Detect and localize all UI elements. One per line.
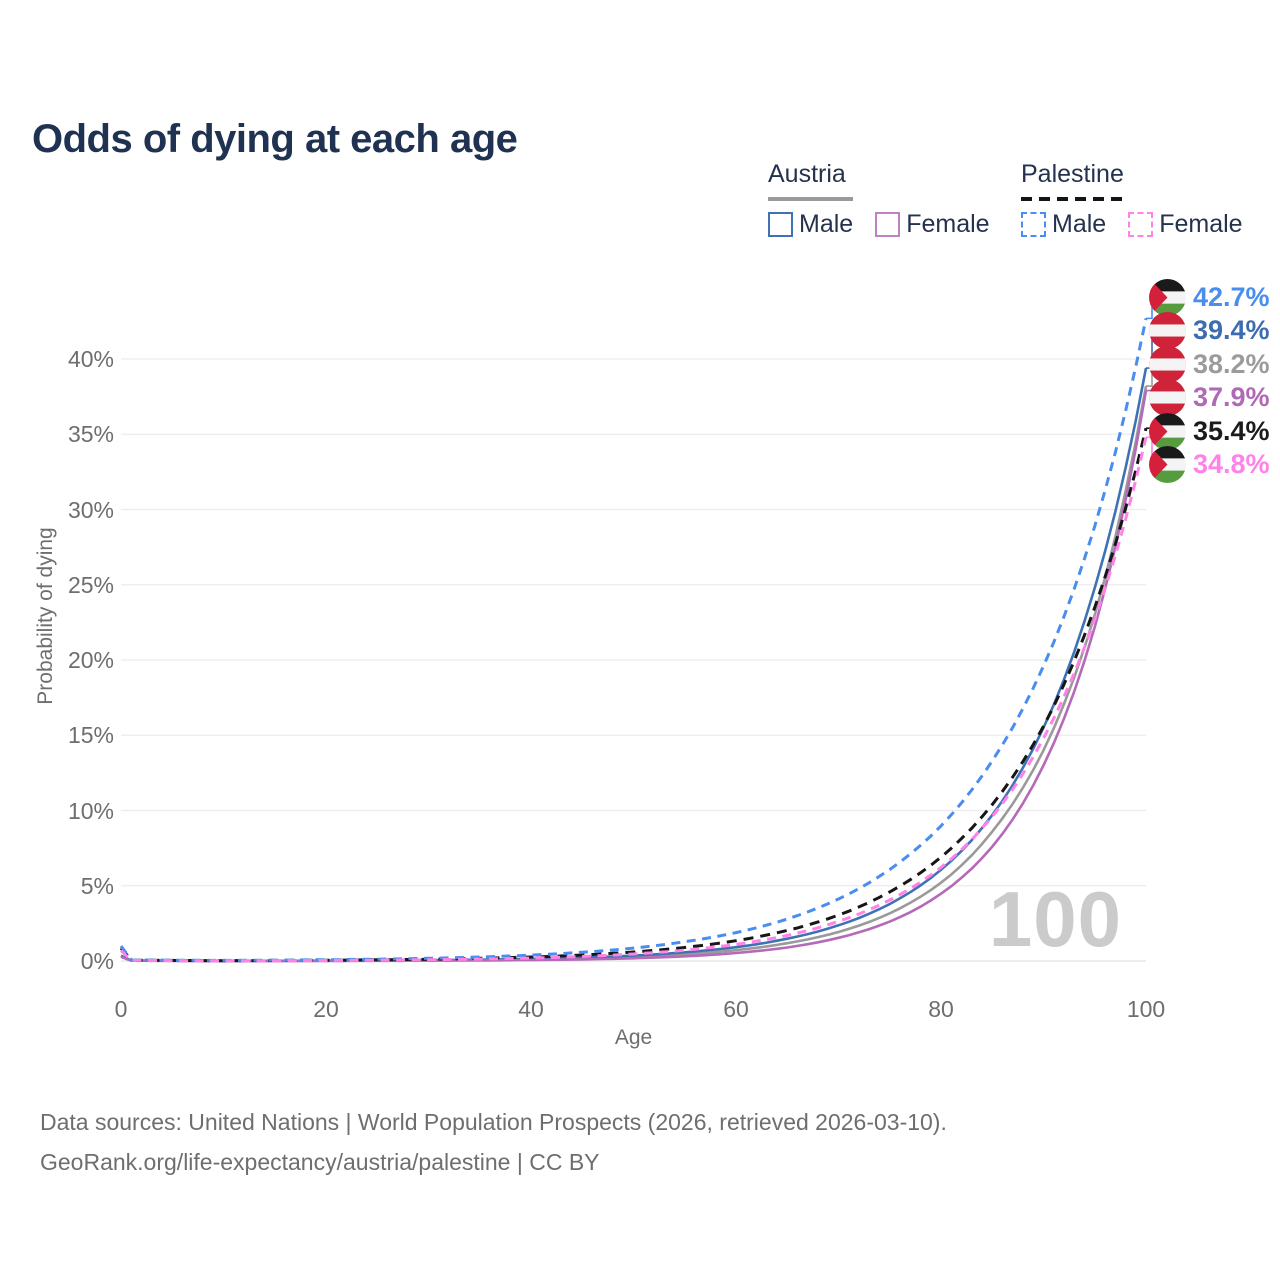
series-line-palestine_male[interactable] [119, 318, 1148, 962]
end-label-palestine_male: 42.7% [1149, 278, 1270, 316]
legend-item-palestine-male[interactable]: Male [1021, 210, 1106, 239]
y-tick-label: 35% [67, 421, 114, 448]
palestine-male-swatch-icon [1021, 212, 1046, 237]
end-label-austria_female: 37.9% [1149, 379, 1270, 416]
end-label-palestine_female: 34.8% [1149, 446, 1270, 483]
legend-item-austria-female[interactable]: Female [875, 210, 990, 239]
palestine-flag-icon [1149, 278, 1186, 316]
austria-flag-icon [1149, 312, 1186, 349]
legend-label: Male [799, 210, 854, 238]
austria-male-swatch-icon [768, 212, 793, 237]
y-tick-label: 0% [80, 948, 114, 974]
hovered-age-watermark: 100 [988, 875, 1122, 963]
legend-label: Female [1159, 210, 1243, 238]
legend-country-austria[interactable]: Austria [768, 160, 846, 188]
end-label-value: 38.2% [1193, 348, 1270, 379]
austria-flag-icon [1149, 345, 1186, 383]
y-tick-label: 40% [67, 346, 114, 372]
x-tick-label: 40 [518, 996, 544, 1022]
legend-label: Male [1052, 210, 1107, 238]
legend-item-austria-male[interactable]: Male [768, 210, 853, 239]
series-line-palestine_female[interactable] [119, 436, 1148, 963]
y-tick-label: 15% [67, 722, 114, 749]
legend-country-palestine[interactable]: Palestine [1021, 160, 1124, 188]
austria-female-swatch-icon [875, 212, 901, 237]
end-label-value: 35.4% [1193, 415, 1270, 446]
footer-data-sources: Data sources: United Nations | World Pop… [40, 1109, 947, 1135]
x-axis-title: Age [614, 1026, 653, 1049]
end-label-value: 39.4% [1193, 315, 1270, 345]
end-label-value: 42.7% [1193, 281, 1270, 312]
series-line-austria_male[interactable] [120, 367, 1148, 963]
x-tick-label: 100 [1126, 996, 1166, 1022]
legend-rule-palestine-dashed [1021, 197, 1127, 201]
y-tick-label: 25% [67, 571, 114, 598]
end-label-austria_male: 39.4% [1149, 312, 1270, 349]
legend-label: Female [906, 210, 990, 238]
x-tick-label: 60 [723, 996, 749, 1022]
y-tick-label: 5% [80, 872, 114, 899]
y-axis-title: Probability of dying [34, 527, 57, 705]
x-tick-label: 20 [313, 996, 339, 1022]
legend-rule-austria-solid [768, 197, 853, 201]
legend-group-austria: Austria Male Female [768, 160, 990, 239]
end-label-value: 37.9% [1193, 382, 1270, 412]
x-tick-label: 0 [114, 996, 128, 1022]
end-label-austria_both: 38.2% [1149, 345, 1270, 383]
legend-item-palestine-female[interactable]: Female [1128, 210, 1243, 239]
footer-attribution: GeoRank.org/life-expectancy/austria/pale… [40, 1149, 600, 1175]
palestine-flag-icon [1149, 446, 1186, 483]
palestine-female-swatch-icon [1128, 212, 1154, 237]
page-title: Odds of dying at each age [32, 116, 518, 161]
y-tick-label: 30% [67, 496, 114, 523]
end-label-palestine_both: 35.4% [1149, 412, 1270, 450]
legend-group-palestine: Palestine Male Female [1021, 160, 1243, 239]
end-label-value: 34.8% [1193, 449, 1270, 479]
y-tick-label: 10% [67, 797, 114, 824]
y-tick-label: 20% [67, 647, 114, 673]
x-tick-label: 80 [928, 996, 954, 1022]
austria-flag-icon [1149, 379, 1186, 416]
palestine-flag-icon [1149, 412, 1186, 450]
